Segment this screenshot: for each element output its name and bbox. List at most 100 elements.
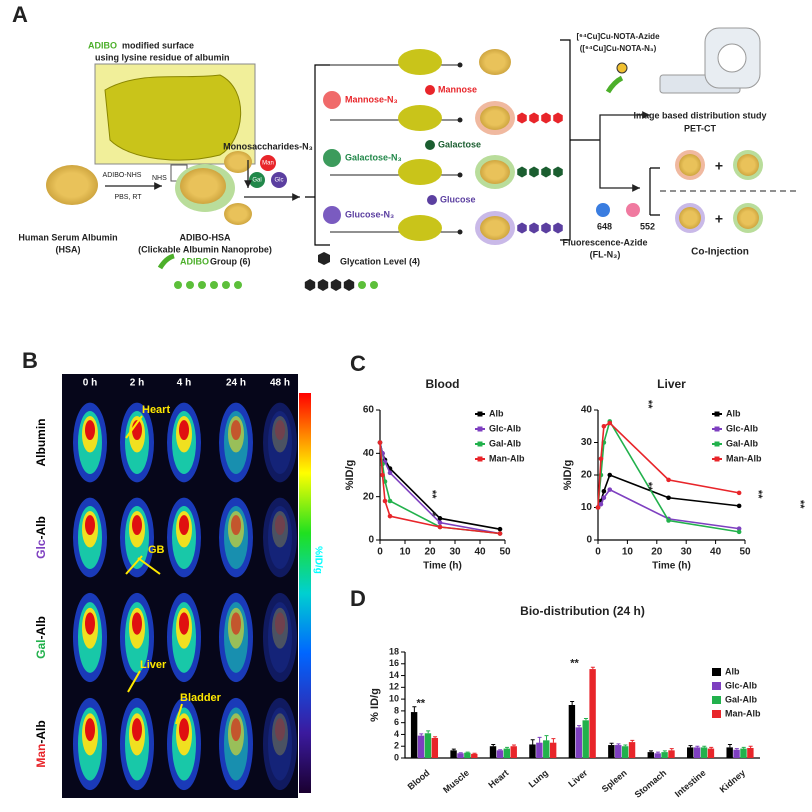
sugar-icon <box>425 85 435 95</box>
mouse-signal <box>179 718 189 742</box>
label: Image based distribution study <box>633 110 766 120</box>
sugar-icon <box>323 91 341 109</box>
probe-blob <box>737 207 759 229</box>
annotation: ** <box>794 500 806 509</box>
legend-swatch <box>714 411 720 417</box>
panel-label: B <box>22 348 38 373</box>
legend-swatch <box>714 456 720 462</box>
y-tick-label: 30 <box>581 437 593 448</box>
legend-swatch <box>477 411 483 417</box>
bar <box>707 748 715 758</box>
bar <box>747 747 754 758</box>
y-tick-label: 16 <box>389 658 399 668</box>
error-bar <box>419 733 424 736</box>
mouse-signal <box>275 515 285 536</box>
legend-swatch <box>712 682 721 690</box>
error-bar <box>709 746 714 749</box>
y-tick-label: 18 <box>389 646 399 656</box>
y-tick-label: 0 <box>394 752 399 762</box>
legend-swatch <box>714 426 720 432</box>
data-point <box>601 495 607 501</box>
hexagon <box>517 112 527 124</box>
bar <box>575 727 582 758</box>
error-bar <box>412 706 417 713</box>
error-bar <box>505 746 510 749</box>
x-tick-label: 50 <box>499 547 511 558</box>
annotation: ** <box>752 490 764 499</box>
row-label: Glc-Alb <box>34 516 48 559</box>
probe-blob <box>737 154 759 176</box>
hexagon <box>529 222 539 234</box>
x-tick-label: 20 <box>651 547 663 558</box>
x-tick-label: 20 <box>424 547 436 558</box>
mouse-body <box>263 592 297 683</box>
bar <box>529 744 536 758</box>
legend-label: Man-Alb <box>726 453 762 463</box>
bar <box>410 712 418 758</box>
sugar-icon <box>271 172 287 188</box>
data-point <box>377 440 383 445</box>
label: PBS, RT <box>114 194 142 201</box>
data-point <box>601 488 607 494</box>
error-bar <box>426 730 431 734</box>
x-axis-label: Time (h) <box>652 561 691 572</box>
data-point <box>607 487 613 492</box>
data-point <box>736 490 742 496</box>
legend-label: Glc-Alb <box>489 423 522 433</box>
adibo-hsa-blob <box>180 168 226 204</box>
y-axis-label: %ID/g <box>344 460 356 491</box>
bar <box>489 746 497 758</box>
legend-label: Gal-Alb <box>725 694 758 704</box>
error-bar <box>570 700 575 705</box>
dye-icon <box>626 203 640 217</box>
label: Glucose-N₃ <box>345 209 394 219</box>
error-bar <box>630 739 635 743</box>
legend-swatch <box>477 441 483 447</box>
y-tick-label: 40 <box>581 405 593 416</box>
data-point <box>437 524 443 530</box>
row-label: Albumin <box>34 419 48 467</box>
bar <box>693 747 701 758</box>
mouse-images <box>73 402 297 791</box>
y-tick-label: 6 <box>394 717 399 727</box>
scanner-bore <box>717 43 747 73</box>
error-bar <box>451 748 456 751</box>
label: Gal <box>252 178 261 184</box>
error-bar <box>623 744 628 747</box>
error-bar <box>662 750 667 753</box>
bar <box>687 747 694 758</box>
dot <box>358 281 366 289</box>
bar <box>510 746 517 758</box>
hexagon <box>304 279 316 291</box>
y-tick-label: 60 <box>363 405 375 416</box>
hexagon <box>541 222 551 234</box>
legend-swatch <box>712 710 721 718</box>
mouse-signal <box>268 707 292 781</box>
bar <box>549 742 557 758</box>
data-point <box>736 526 742 531</box>
mouse-signal <box>275 718 285 742</box>
sugar-icon <box>323 149 341 167</box>
hsa-blob <box>46 165 98 205</box>
bar <box>464 752 471 758</box>
mouse-signal <box>132 612 142 635</box>
dot <box>186 281 194 289</box>
mouse-signal <box>272 415 288 453</box>
hex-icon <box>318 252 330 265</box>
label: + <box>715 211 723 227</box>
mouse-body <box>263 402 297 483</box>
y-tick-label: 2 <box>394 741 399 751</box>
bar <box>661 752 668 758</box>
chart-title: Blood <box>426 377 460 391</box>
annotation: ** <box>570 658 579 670</box>
label: NHS <box>152 175 167 182</box>
hexagon <box>529 166 539 178</box>
bar <box>733 749 740 758</box>
error-bar <box>465 751 470 753</box>
mouse-signal <box>272 510 288 548</box>
annotation-arrow <box>125 415 143 439</box>
error-bar <box>655 751 660 754</box>
legend-label: Man-Alb <box>489 453 525 463</box>
mouse-body <box>263 497 297 578</box>
x-tick-label: 40 <box>710 547 722 558</box>
